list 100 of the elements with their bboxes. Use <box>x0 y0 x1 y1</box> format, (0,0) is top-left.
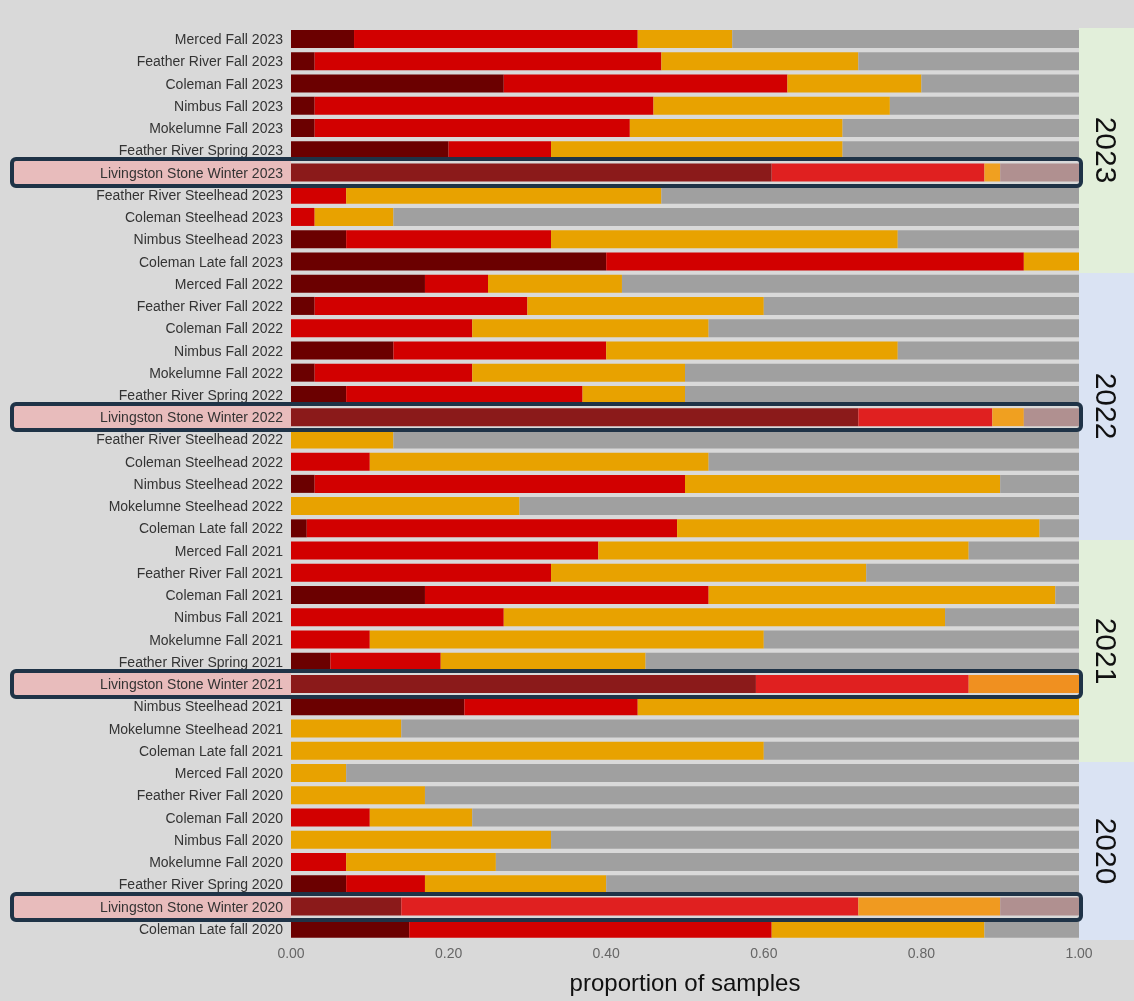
bar <box>346 764 1079 783</box>
bar <box>1000 163 1079 182</box>
bar <box>606 252 1024 271</box>
bar <box>866 563 1079 582</box>
bar <box>314 363 473 382</box>
bar <box>921 74 1079 93</box>
y-tick-label: Feather River Spring 2021 <box>118 653 284 670</box>
y-tick-label: Merced Fall 2021 <box>174 542 284 559</box>
bar <box>472 363 685 382</box>
bar <box>291 118 315 137</box>
y-tick-label: Nimbus Fall 2022 <box>174 342 284 359</box>
bar <box>1039 519 1079 538</box>
y-tick-label: Livingston Stone Winter 2022 <box>100 409 284 426</box>
bar <box>488 274 622 293</box>
bar <box>291 30 355 48</box>
bar <box>472 319 709 338</box>
bar <box>291 341 394 360</box>
bar <box>369 808 473 827</box>
y-tick-label: Feather River Fall 2022 <box>136 298 284 315</box>
text: 2020 <box>1089 817 1124 885</box>
bar <box>424 875 607 894</box>
bar <box>771 163 985 182</box>
bar <box>992 408 1024 427</box>
bar <box>401 719 1079 738</box>
y-tick-label: Nimbus Steelhead 2022 <box>133 475 284 492</box>
bar <box>291 764 347 783</box>
bar <box>314 118 630 137</box>
bar <box>393 207 1079 226</box>
bar <box>661 52 859 71</box>
bar <box>1055 586 1079 605</box>
bar <box>291 274 425 293</box>
bar <box>984 163 1001 182</box>
bar <box>763 741 1079 760</box>
y-tick-label: Livingston Stone Winter 2020 <box>100 898 284 915</box>
y-tick-label: Mokelumne Fall 2021 <box>149 631 284 648</box>
x-tick-label: 0.20 <box>434 944 463 961</box>
y-tick-label: Nimbus Steelhead 2021 <box>133 698 284 715</box>
bar <box>401 897 859 916</box>
bar <box>787 74 922 93</box>
bar <box>291 563 552 582</box>
bar <box>346 853 496 872</box>
bar <box>763 296 1079 315</box>
bar <box>291 74 504 93</box>
y-tick-label: Coleman Fall 2021 <box>165 587 284 604</box>
y-tick-label: Nimbus Fall 2023 <box>174 97 284 114</box>
bar <box>495 853 1079 872</box>
bar <box>653 96 890 115</box>
bar <box>968 541 1079 560</box>
y-tick-label: Coleman Fall 2022 <box>165 320 284 337</box>
y-tick-label: Mokelumne Steelhead 2021 <box>108 720 284 737</box>
bar <box>291 630 370 649</box>
bar <box>291 452 370 471</box>
bar <box>1000 474 1079 493</box>
bar <box>858 408 993 427</box>
bar <box>314 296 528 315</box>
bar <box>519 497 1079 516</box>
bar <box>346 875 425 894</box>
y-tick-label: Feather River Fall 2021 <box>136 564 284 581</box>
bar <box>291 52 315 71</box>
y-tick-label: Merced Fall 2020 <box>174 765 284 782</box>
y-tick-label: Livingston Stone Winter 2023 <box>100 164 284 181</box>
y-tick-label: Feather River Fall 2023 <box>136 53 284 70</box>
bar <box>393 341 607 360</box>
y-tick-label: Mokelumne Fall 2020 <box>149 854 284 871</box>
y-tick-label: Feather River Steelhead 2022 <box>96 431 284 448</box>
bar <box>291 497 520 516</box>
text: 2022 <box>1089 372 1124 440</box>
bar <box>677 519 1040 538</box>
bar <box>291 252 607 271</box>
bar <box>685 474 1001 493</box>
bar <box>708 452 1079 471</box>
x-tick-label: 0.00 <box>277 944 305 961</box>
bar <box>621 274 1079 293</box>
bar <box>291 296 315 315</box>
bar <box>897 341 1079 360</box>
bar <box>551 230 898 249</box>
bar <box>598 541 969 560</box>
bar <box>842 118 1079 137</box>
y-tick-label: Coleman Late fall 2020 <box>139 920 284 937</box>
bar <box>424 586 709 605</box>
bar <box>306 519 678 538</box>
bar <box>551 830 1079 849</box>
bar <box>291 319 473 338</box>
bar <box>291 875 347 894</box>
bar <box>291 853 347 872</box>
bar <box>637 30 733 48</box>
bar <box>291 719 402 738</box>
bar <box>1023 252 1079 271</box>
bar <box>291 786 425 805</box>
y-tick-label: Mokelumne Fall 2022 <box>149 364 284 381</box>
y-tick-label: Coleman Late fall 2021 <box>139 742 284 759</box>
bar <box>314 474 685 493</box>
bar <box>472 808 1079 827</box>
y-tick-label: Feather River Spring 2022 <box>118 386 284 403</box>
x-axis-title: proportion of samples <box>568 969 802 997</box>
bar <box>291 519 307 538</box>
bar <box>291 230 347 249</box>
y-tick-label: Coleman Late fall 2023 <box>139 253 284 270</box>
bar <box>858 897 1001 916</box>
bar <box>291 830 552 849</box>
